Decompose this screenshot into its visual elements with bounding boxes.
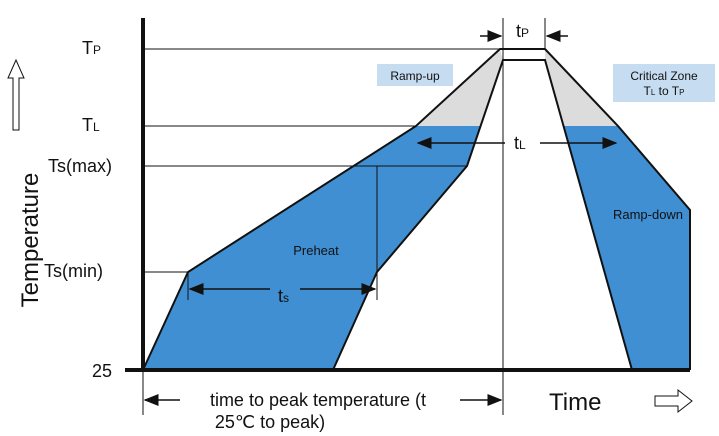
regions [143, 49, 690, 370]
text-main: t [516, 21, 521, 41]
text-sub: s [283, 291, 289, 305]
level-label: Ts(max) [48, 156, 112, 176]
right-arrow-icon [654, 388, 693, 414]
label-box [377, 64, 453, 86]
interval-arrows [143, 30, 618, 406]
level-main: T [82, 115, 93, 135]
interval-label: tP [516, 21, 529, 41]
up-arrow-icon [7, 58, 25, 131]
level-label: 25 [92, 361, 112, 381]
rampdown-region [564, 126, 690, 370]
text-main: t [514, 133, 519, 153]
region-label: Ramp-down [613, 207, 683, 222]
level-main: Ts [48, 156, 66, 176]
level-sub: (min) [62, 261, 103, 281]
region-label: Critical Zone [630, 69, 698, 83]
text-sub: P [521, 26, 529, 40]
interval-label: tL [514, 133, 526, 153]
level-sub: (max) [66, 156, 112, 176]
text-sub: L [651, 88, 656, 97]
text-sub: L [519, 138, 526, 152]
axes [125, 18, 690, 372]
guides [142, 18, 546, 415]
preheat-region [143, 126, 481, 370]
text-part: T [644, 84, 652, 98]
level-label: TL [82, 115, 100, 135]
time-to-peak: time to peak temperature (t [210, 390, 426, 410]
time-to-peak: 25℃ to peak) [215, 412, 325, 432]
text-main: t [278, 286, 283, 306]
level-sub: L [93, 120, 100, 134]
level-label: Ts(min) [44, 261, 103, 281]
text-sub: P [679, 88, 684, 97]
level-main: Ts [44, 261, 62, 281]
region-label: Ramp-up [390, 69, 440, 83]
label-box [613, 64, 715, 102]
outer-profile [142, 48, 691, 371]
level-label: TP [82, 38, 101, 58]
interval-label: ts [278, 286, 289, 306]
x-title: Time [549, 389, 601, 416]
region-label: TL to TP [644, 84, 685, 98]
region-label: Preheat [293, 243, 339, 258]
level-sub: P [93, 43, 101, 57]
level-main: T [82, 38, 93, 58]
y-title: Temperature [17, 173, 44, 308]
text-part: to T [655, 84, 679, 98]
